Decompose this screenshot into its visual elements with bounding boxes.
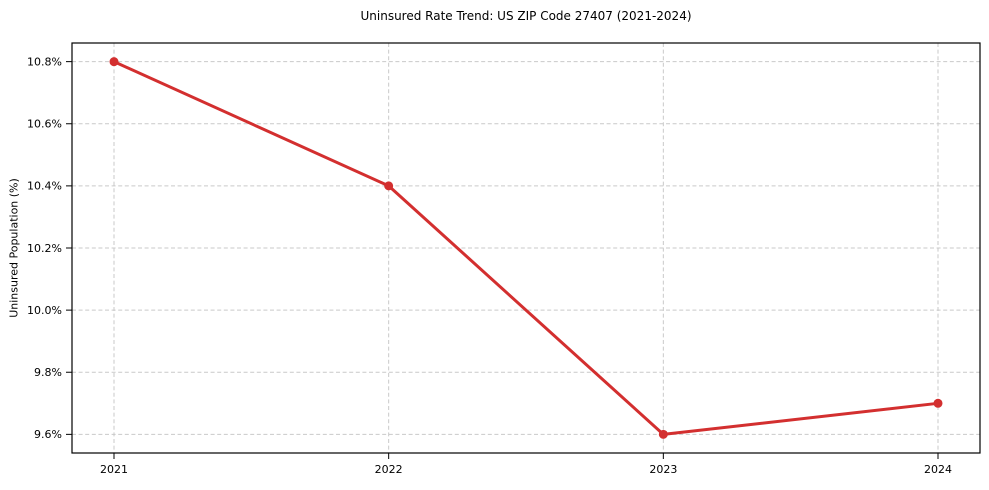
y-tick-label: 9.8% [34,366,62,379]
y-tick-label: 10.0% [27,304,62,317]
data-point-2024 [933,398,943,408]
y-tick-label: 10.8% [27,55,62,68]
y-tick-label: 9.6% [34,428,62,441]
y-tick-label: 10.2% [27,242,62,255]
x-tick-label: 2024 [924,463,952,476]
data-point-2021 [109,57,119,67]
y-tick-label: 10.6% [27,118,62,131]
x-tick-label: 2021 [100,463,128,476]
chart-title: Uninsured Rate Trend: US ZIP Code 27407 … [360,9,692,23]
trend-line [112,60,940,436]
x-tick-label: 2022 [375,463,403,476]
data-point-2023 [658,429,668,439]
x-tick-label: 2023 [649,463,677,476]
data-point-2022 [384,181,394,191]
axes-border [71,42,981,454]
y-tick-label: 10.4% [27,180,62,193]
